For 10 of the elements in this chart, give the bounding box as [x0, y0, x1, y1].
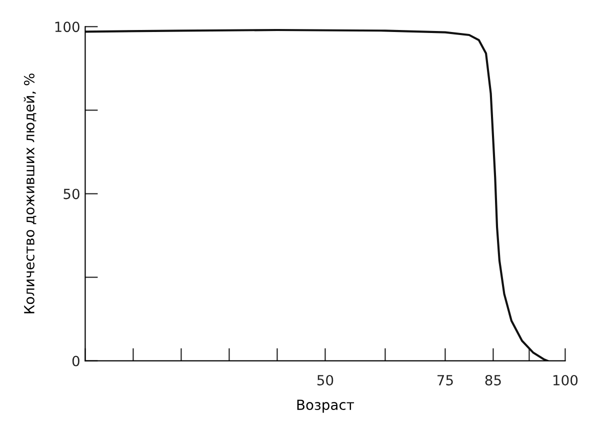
x-tick-label: 100: [553, 374, 578, 386]
y-axis-title: Количество доживших людей, %: [24, 74, 36, 314]
x-tick-label: 85: [485, 374, 501, 386]
y-tick-label: 0: [72, 356, 80, 366]
y-tick-label: 100: [55, 22, 80, 32]
x-axis-title: Возраст: [297, 400, 354, 413]
line-series: [85, 28, 548, 361]
y-tick-label: 50: [64, 188, 80, 200]
x-tick-label: 50: [317, 374, 334, 386]
x-tick-label: 75: [438, 375, 453, 386]
